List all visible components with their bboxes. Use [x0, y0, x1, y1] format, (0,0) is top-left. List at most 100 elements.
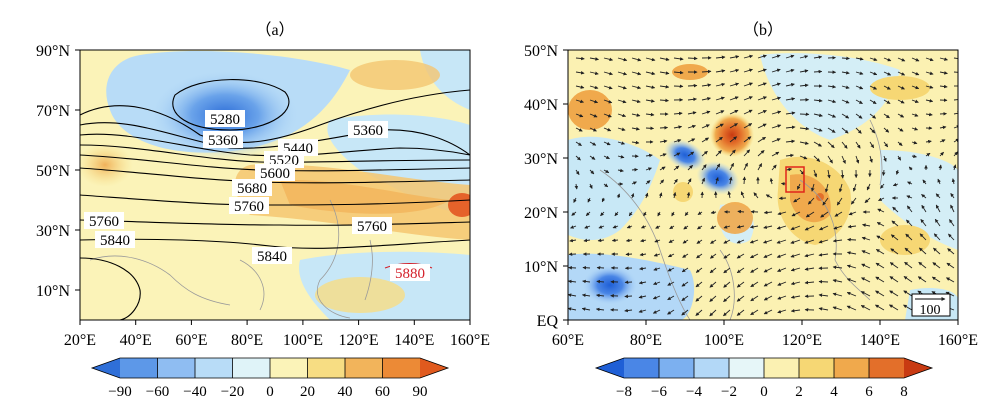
panel-b-negative-region-east: [880, 150, 958, 250]
wind-vector: [611, 238, 619, 243]
svg-text:5600: 5600: [260, 166, 290, 182]
wind-vector: [852, 183, 857, 192]
wind-vector: [889, 290, 899, 297]
wind-vector: [617, 57, 628, 62]
wind-vector: [687, 56, 698, 61]
wind-vector: [589, 169, 595, 175]
wind-vector: [947, 248, 955, 255]
wind-vector: [813, 169, 818, 178]
wind-vector: [911, 154, 917, 159]
lon-tick-label: 80°E: [630, 332, 662, 349]
wind-vector: [832, 238, 843, 243]
wind-vector: [617, 155, 625, 159]
wind-vector: [903, 276, 913, 283]
wind-vector: [925, 85, 934, 89]
wind-vector: [892, 206, 899, 213]
wind-vector: [668, 239, 675, 243]
wind-vector: [589, 113, 598, 118]
wind-vector: [855, 141, 861, 149]
wind-vector: [813, 141, 822, 147]
wind-vector: [950, 204, 955, 213]
wind-vector: [729, 149, 736, 157]
contour-label: 5840: [252, 247, 292, 265]
panel-a-contour-labels: 5280 5360 5360 5440 5520 5600 5680 5760 …: [84, 110, 430, 282]
wind-vector: [697, 225, 703, 230]
colorbar-swatch: [420, 358, 448, 378]
wind-vector: [847, 224, 857, 229]
wind-vector: [785, 125, 796, 130]
wind-vector: [673, 139, 682, 143]
wind-vector: [855, 71, 864, 75]
svg-text:5760: 5760: [357, 219, 387, 235]
wind-vector: [715, 123, 724, 129]
panel-b-study-region-box: [785, 166, 805, 193]
wind-vector: [804, 239, 815, 244]
wind-vector: [836, 197, 843, 206]
wind-vector: [736, 309, 745, 316]
wind-vector: [583, 238, 591, 243]
svg-text:5760: 5760: [234, 199, 264, 215]
wind-vector: [848, 211, 857, 216]
wind-vector: [743, 123, 753, 129]
wind-vector: [612, 225, 619, 229]
svg-text:5880: 5880: [395, 266, 425, 282]
wind-vector: [736, 253, 745, 259]
wind-vector: [736, 281, 745, 288]
wind-vector: [925, 139, 932, 144]
wind-vector: [589, 85, 599, 90]
wind-vector: [631, 167, 639, 172]
wind-vector: [818, 279, 829, 284]
wind-vector: [785, 167, 793, 172]
lon-tick-label: 160°E: [450, 332, 490, 349]
wind-vector: [869, 99, 877, 105]
wind-vector: [785, 83, 795, 87]
wind-vector: [892, 182, 899, 187]
wind-vector: [921, 194, 927, 199]
lat-tick-label: 10°N: [36, 283, 70, 300]
contour-label: 5760: [229, 197, 269, 215]
wind-vector: [776, 239, 787, 244]
wind-vector: [581, 307, 591, 311]
wind-vector: [793, 197, 801, 203]
colorbar-swatch: [195, 358, 233, 378]
wind-vector: [897, 127, 904, 132]
wind-vector: [939, 125, 947, 130]
panel-b-positive-southeast: [880, 225, 930, 255]
wind-vector: [771, 96, 782, 101]
wind-vector: [654, 239, 661, 243]
wind-vector: [925, 98, 934, 103]
wind-vector: [771, 68, 781, 73]
lon-tick-label: 40°E: [120, 332, 152, 349]
panel-a-colorbar: −90 −60 −40 −20 0 20 40 60 90: [90, 357, 450, 400]
wind-vector: [723, 253, 731, 259]
contour-label: 5840: [95, 231, 135, 249]
wind-vector: [575, 155, 581, 161]
wind-vector: [624, 294, 633, 299]
wind-vector: [776, 253, 787, 258]
wind-vector: [653, 267, 661, 271]
wind-vector: [729, 68, 740, 73]
lat-tick-label: 70°N: [36, 103, 70, 120]
wind-vector: [813, 155, 821, 162]
wind-vector: [681, 309, 689, 316]
wind-vector: [757, 136, 766, 143]
wind-vector: [813, 55, 823, 59]
wind-vector: [777, 295, 787, 300]
wind-vector: [780, 182, 787, 186]
wind-vector: [799, 141, 809, 145]
colorbar-swatch: [120, 358, 158, 378]
wind-vector: [657, 211, 661, 217]
panel-b-negative-region-west: [568, 136, 660, 240]
wind-vector: [883, 71, 892, 76]
colorbar-swatch: [157, 358, 195, 378]
wind-vector: [877, 208, 885, 213]
wind-vector: [729, 123, 738, 129]
wind-vector: [790, 308, 801, 313]
wind-vector: [581, 293, 591, 298]
colorbar-tick-label: 2: [795, 384, 803, 400]
wind-vector: [595, 307, 605, 312]
wind-vector: [749, 253, 759, 259]
wind-vector: [749, 239, 759, 244]
wind-vector: [876, 222, 885, 227]
wind-vector: [617, 113, 627, 118]
